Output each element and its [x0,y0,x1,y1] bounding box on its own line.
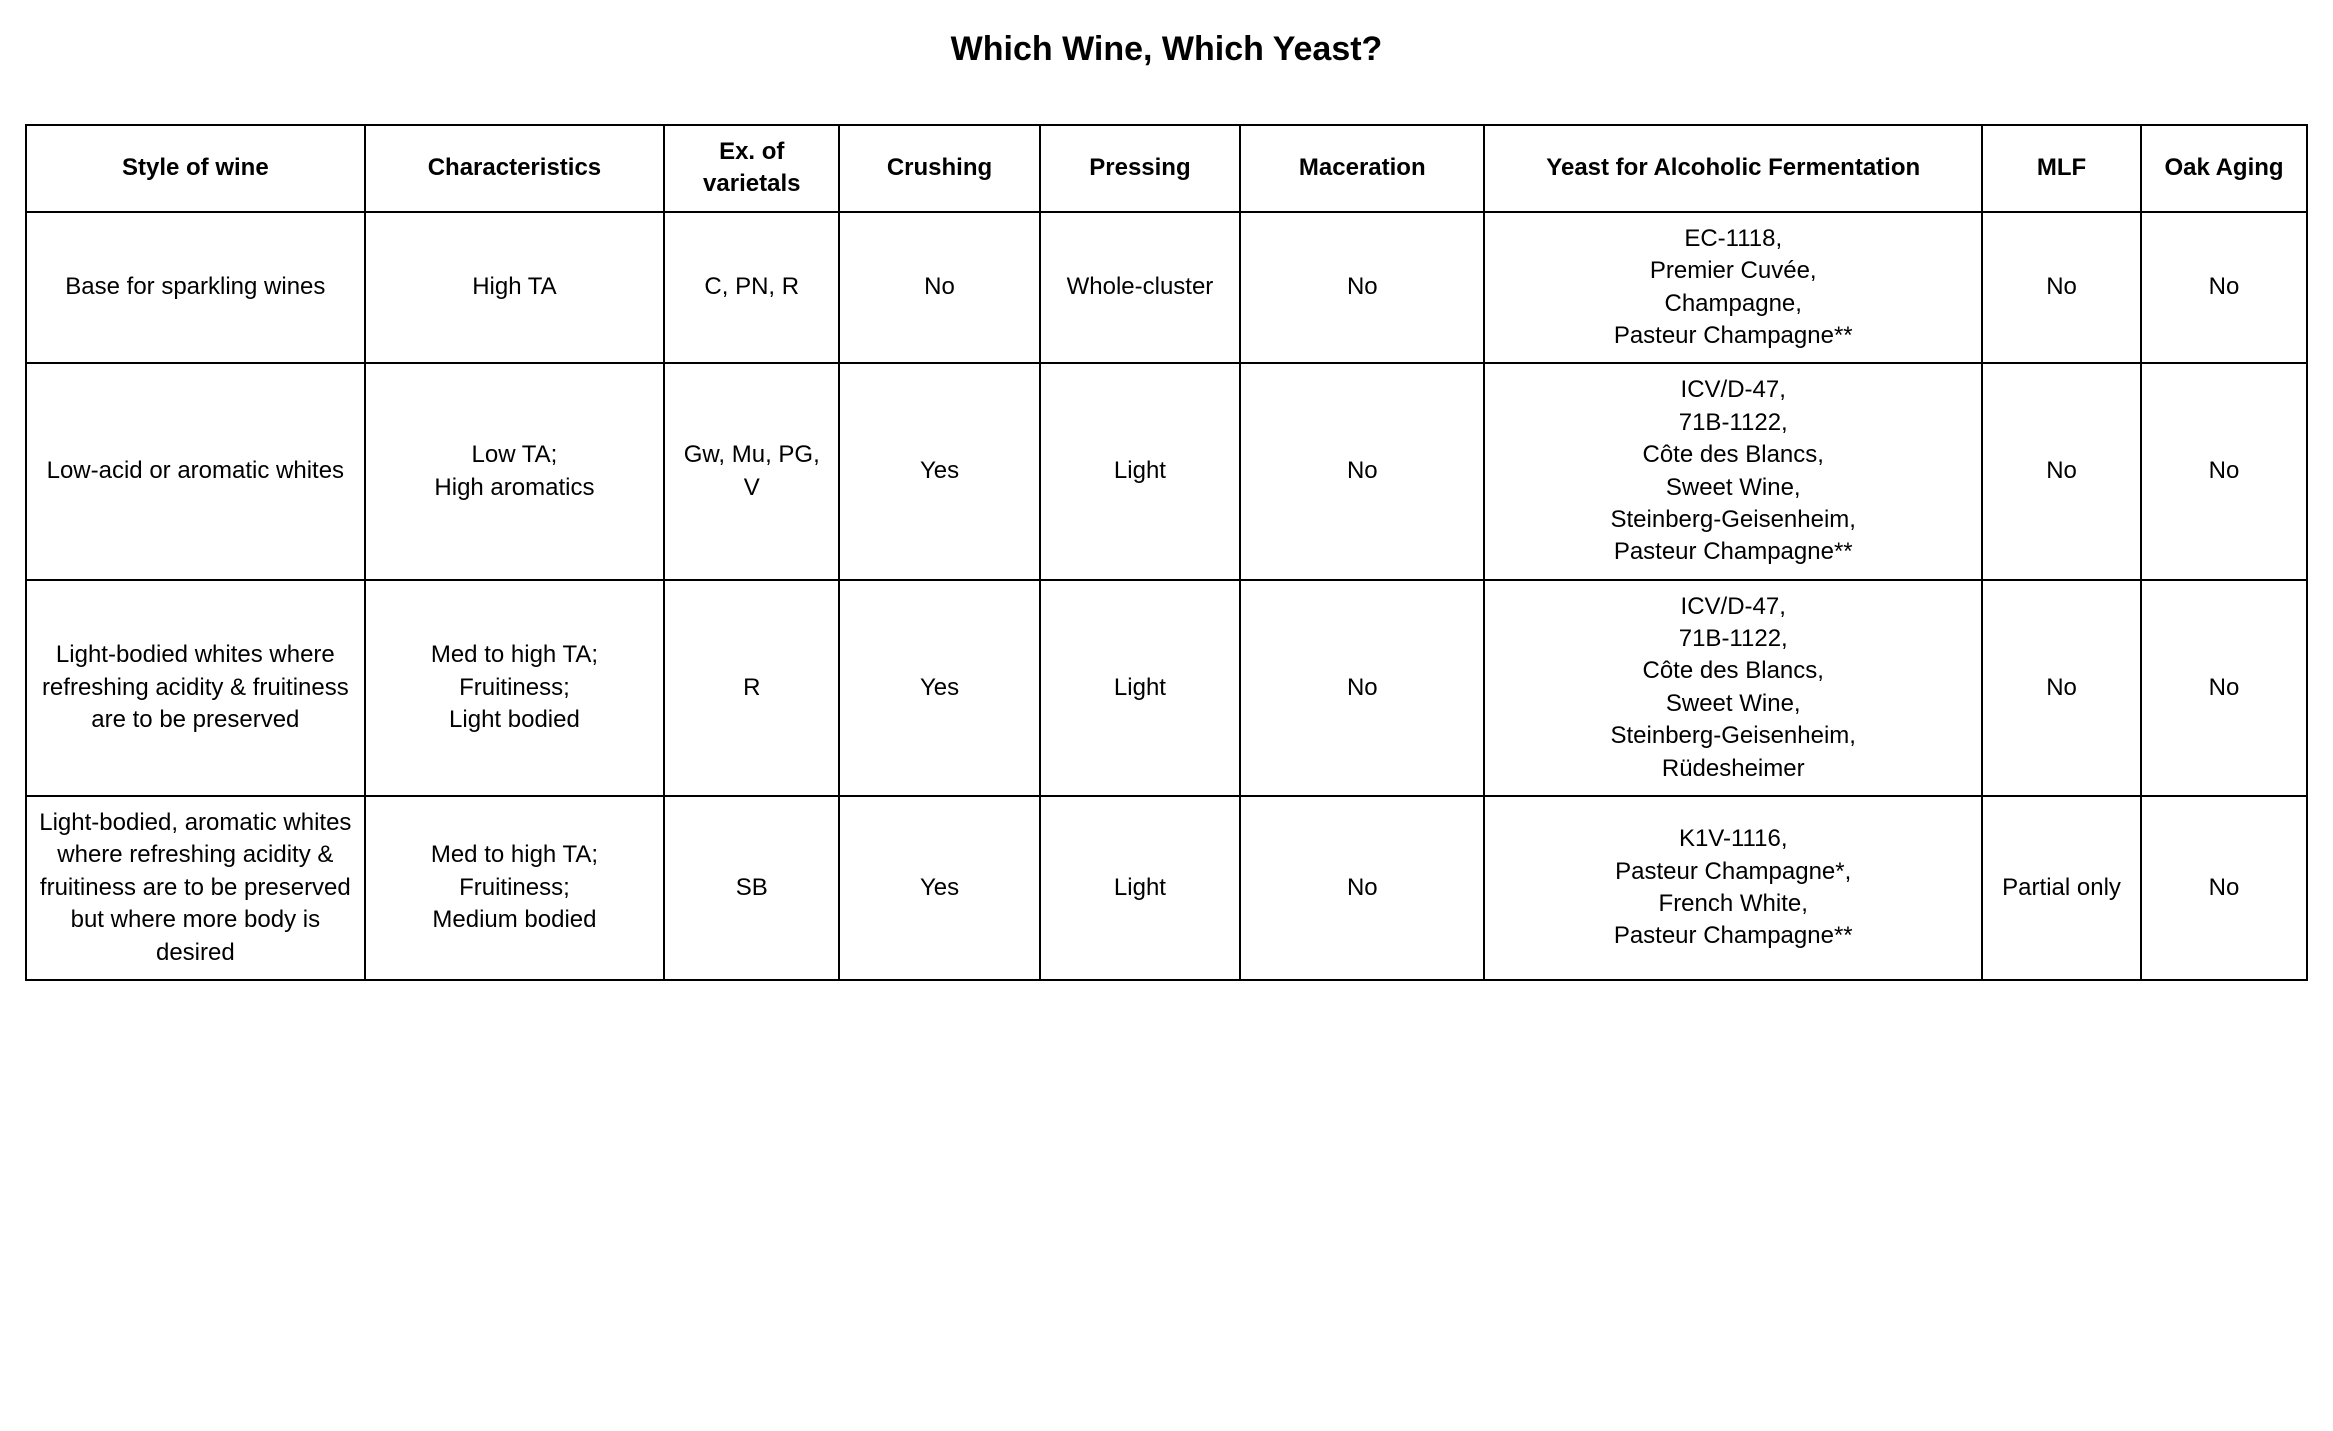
table-header-row: Style of wine Characteristics Ex. of var… [26,125,2307,212]
cell-crushing: No [839,212,1039,364]
cell-oak: No [2141,796,2307,980]
table-row: Light-bodied whites where refreshing aci… [26,580,2307,796]
col-header-oak: Oak Aging [2141,125,2307,212]
col-header-style: Style of wine [26,125,365,212]
col-header-varietals: Ex. of varietals [664,125,839,212]
cell-maceration: No [1240,580,1484,796]
cell-pressing: Light [1040,796,1240,980]
cell-characteristics: High TA [365,212,665,364]
table-row: Light-bodied, aromatic whites where refr… [26,796,2307,980]
cell-style: Low-acid or aromatic whites [26,363,365,579]
col-header-mlf: MLF [1982,125,2141,212]
cell-oak: No [2141,212,2307,364]
cell-yeast: K1V-1116,Pasteur Champagne*,French White… [1484,796,1982,980]
cell-pressing: Light [1040,363,1240,579]
cell-varietals: R [664,580,839,796]
cell-style: Light-bodied, aromatic whites where refr… [26,796,365,980]
cell-oak: No [2141,580,2307,796]
cell-pressing: Light [1040,580,1240,796]
cell-varietals: C, PN, R [664,212,839,364]
page-title: Which Wine, Which Yeast? [25,30,2308,69]
cell-maceration: No [1240,363,1484,579]
cell-characteristics: Low TA;High aromatics [365,363,665,579]
cell-crushing: Yes [839,580,1039,796]
cell-characteristics: Med to high TA;Fruitiness;Medium bodied [365,796,665,980]
cell-mlf: No [1982,580,2141,796]
cell-varietals: Gw, Mu, PG, V [664,363,839,579]
col-header-pressing: Pressing [1040,125,1240,212]
cell-maceration: No [1240,796,1484,980]
cell-style: Light-bodied whites where refreshing aci… [26,580,365,796]
cell-maceration: No [1240,212,1484,364]
col-header-characteristics: Characteristics [365,125,665,212]
cell-style: Base for sparkling wines [26,212,365,364]
cell-yeast: ICV/D-47,71B-1122,Côte des Blancs,Sweet … [1484,363,1982,579]
wine-yeast-table: Style of wine Characteristics Ex. of var… [25,124,2308,981]
cell-mlf: No [1982,363,2141,579]
cell-oak: No [2141,363,2307,579]
cell-yeast: EC-1118,Premier Cuvée,Champagne,Pasteur … [1484,212,1982,364]
cell-varietals: SB [664,796,839,980]
cell-crushing: Yes [839,363,1039,579]
col-header-crushing: Crushing [839,125,1039,212]
col-header-yeast: Yeast for Alcoholic Fermentation [1484,125,1982,212]
cell-yeast: ICV/D-47,71B-1122,Côte des Blancs,Sweet … [1484,580,1982,796]
cell-crushing: Yes [839,796,1039,980]
table-row: Base for sparkling wines High TA C, PN, … [26,212,2307,364]
cell-mlf: No [1982,212,2141,364]
table-row: Low-acid or aromatic whites Low TA;High … [26,363,2307,579]
cell-pressing: Whole-cluster [1040,212,1240,364]
cell-mlf: Partial only [1982,796,2141,980]
col-header-maceration: Maceration [1240,125,1484,212]
cell-characteristics: Med to high TA;Fruitiness;Light bodied [365,580,665,796]
